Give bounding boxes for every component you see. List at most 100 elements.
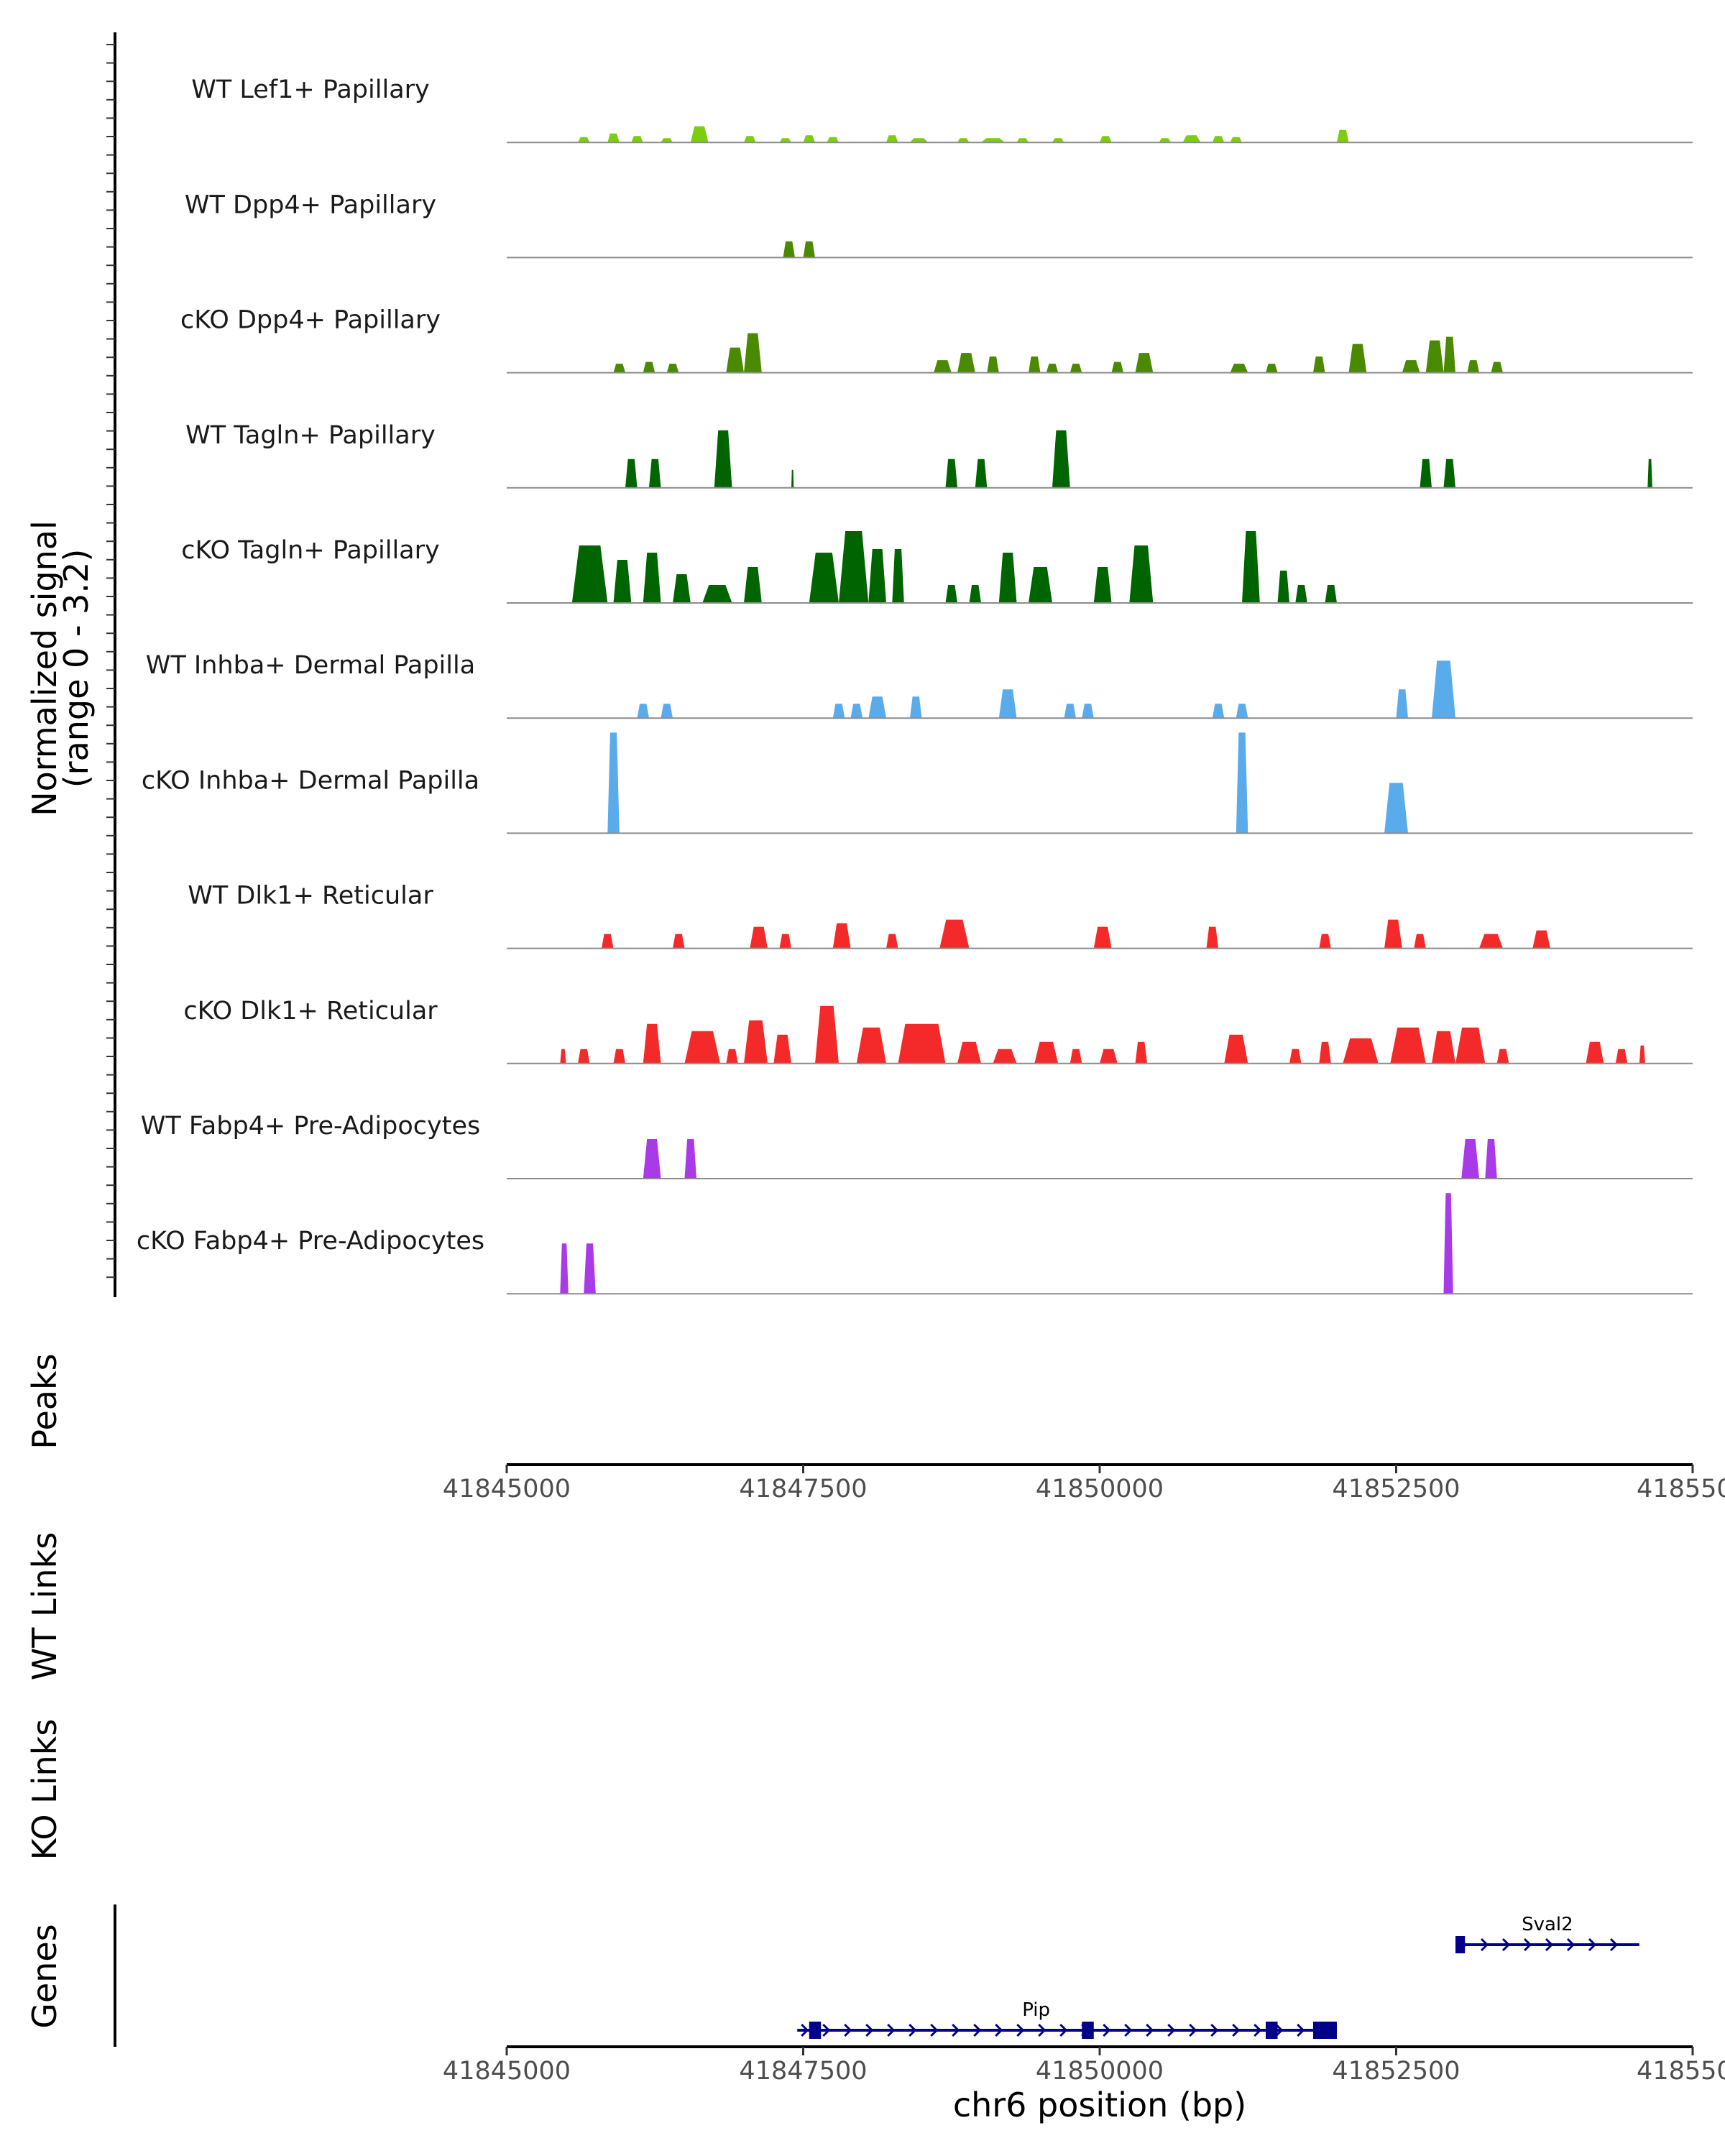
signal-peak bbox=[613, 364, 625, 373]
signal-peak bbox=[987, 356, 999, 373]
signal-peak bbox=[1615, 1049, 1628, 1064]
strand-arrow bbox=[887, 2023, 896, 2037]
x-axis-title: chr6 position (bp) bbox=[953, 2086, 1246, 2124]
track-label: WT Fabp4+ Pre-Adipocytes bbox=[141, 1112, 480, 1141]
signal-peak bbox=[981, 138, 1005, 143]
signal-peak bbox=[714, 430, 732, 488]
signal-peak bbox=[1343, 1038, 1379, 1064]
signal-peak bbox=[702, 585, 732, 603]
signal-peak bbox=[1586, 1041, 1604, 1064]
signal-peak bbox=[1070, 1049, 1082, 1064]
track-9: cKO Dlk1+ Reticular bbox=[183, 997, 1693, 1064]
signal-peak bbox=[1496, 1049, 1509, 1064]
strand-arrow bbox=[801, 2023, 809, 2037]
signal-peak bbox=[832, 704, 845, 719]
signal-peak bbox=[1034, 1041, 1059, 1064]
signal-peak bbox=[631, 136, 643, 143]
signal-peak bbox=[637, 704, 649, 719]
signal-peak bbox=[779, 934, 791, 949]
signal-peak bbox=[1212, 704, 1225, 719]
signal-peak bbox=[1325, 585, 1337, 603]
strand-arrow bbox=[995, 2023, 1003, 2037]
gene-label: Sval2 bbox=[1522, 1914, 1573, 1935]
signal-peak bbox=[1348, 344, 1367, 373]
signal-peak bbox=[1064, 704, 1076, 719]
signal-peak bbox=[1491, 361, 1503, 373]
gene-annotations: Sval2 Pip bbox=[797, 1914, 1639, 2039]
signal-peak bbox=[726, 1049, 738, 1064]
exon bbox=[1082, 2022, 1094, 2039]
signal-peak bbox=[1236, 732, 1248, 834]
strand-arrow bbox=[1566, 1938, 1576, 1952]
signal-peak bbox=[1100, 136, 1112, 143]
signal-peak bbox=[1236, 704, 1248, 719]
signal-peak bbox=[1425, 340, 1444, 373]
signal-peak bbox=[1420, 459, 1432, 488]
track-label: cKO Dpp4+ Papillary bbox=[180, 306, 441, 335]
track-label: WT Lef1+ Papillary bbox=[191, 75, 430, 104]
track-label: WT Dpp4+ Papillary bbox=[185, 190, 436, 219]
signal-peak bbox=[1224, 1034, 1248, 1064]
signal-peak bbox=[750, 926, 768, 949]
signal-peak bbox=[791, 469, 794, 488]
signal-peak bbox=[744, 333, 762, 373]
signal-peak bbox=[643, 361, 656, 373]
x-tick-label: 41850000 bbox=[1036, 1475, 1164, 1503]
signal-peak bbox=[1029, 567, 1052, 603]
signal-peak bbox=[1479, 934, 1503, 949]
y-axis-title-line2: (range 0 - 3.2) bbox=[57, 549, 96, 788]
track-3: cKO Dpp4+ Papillary bbox=[180, 306, 1693, 374]
strand-arrow bbox=[1501, 1938, 1511, 1952]
strand-arrow bbox=[1480, 1938, 1489, 1952]
signal-peak bbox=[957, 353, 975, 373]
signal-peak bbox=[1402, 360, 1420, 373]
signal-peak bbox=[613, 1049, 625, 1064]
x-tick-label: 41850000 bbox=[1036, 2057, 1164, 2086]
strand-arrow bbox=[930, 2023, 939, 2037]
x-tick-label: 41847500 bbox=[739, 1475, 867, 1503]
signal-peak bbox=[934, 360, 952, 373]
signal-peak bbox=[602, 934, 614, 949]
signal-peak bbox=[744, 1020, 768, 1064]
signal-peak bbox=[1029, 356, 1041, 373]
track-5: cKO Tagln+ Papillary bbox=[181, 531, 1693, 604]
signal-peak bbox=[1414, 934, 1426, 949]
strand-arrow bbox=[973, 2023, 982, 2037]
signal-peak bbox=[1443, 459, 1455, 488]
exon bbox=[809, 2022, 822, 2039]
exon bbox=[1455, 1936, 1466, 1953]
track-label: cKO Fabp4+ Pre-Adipocytes bbox=[137, 1227, 484, 1256]
signal-peak bbox=[1384, 919, 1402, 949]
signal-peak bbox=[1135, 353, 1154, 373]
y-axis-title-line1: Normalized signal bbox=[25, 520, 64, 816]
signal-peak bbox=[868, 696, 886, 719]
signal-peak bbox=[560, 1049, 566, 1064]
exon bbox=[1313, 2022, 1337, 2039]
signal-peak bbox=[1443, 336, 1455, 373]
strand-arrow bbox=[865, 2023, 874, 2037]
signal-peak bbox=[661, 138, 673, 143]
signal-peak bbox=[607, 133, 620, 143]
signal-peak bbox=[1461, 1139, 1479, 1179]
x-tick-label: 41845000 bbox=[443, 2057, 571, 2086]
signal-peak bbox=[868, 549, 886, 603]
signal-peak bbox=[1206, 926, 1218, 949]
signal-peak bbox=[850, 704, 862, 719]
signal-peak bbox=[1129, 545, 1154, 603]
signal-peak bbox=[1242, 531, 1260, 603]
genes-x-ticks: 41845000 41847500 41850000 41852500 4185500 bbox=[443, 2047, 1725, 2086]
track-7: cKO Inhba+ Dermal Papilla bbox=[142, 732, 1693, 834]
signal-peak bbox=[1082, 704, 1094, 719]
strand-arrow bbox=[1103, 2023, 1111, 2037]
x-tick-label: 4185500 bbox=[1637, 1475, 1725, 1503]
signal-peak bbox=[690, 126, 709, 143]
signal-peak bbox=[1230, 364, 1248, 373]
signal-peak bbox=[584, 1243, 596, 1294]
signal-peak bbox=[684, 1139, 696, 1179]
gene-sval2: Sval2 bbox=[1455, 1914, 1639, 1953]
signal-peak bbox=[578, 1049, 590, 1064]
track-1: WT Lef1+ Papillary bbox=[191, 75, 1693, 144]
track-label: cKO Inhba+ Dermal Papilla bbox=[142, 766, 479, 795]
strand-arrow bbox=[1545, 1938, 1554, 1952]
